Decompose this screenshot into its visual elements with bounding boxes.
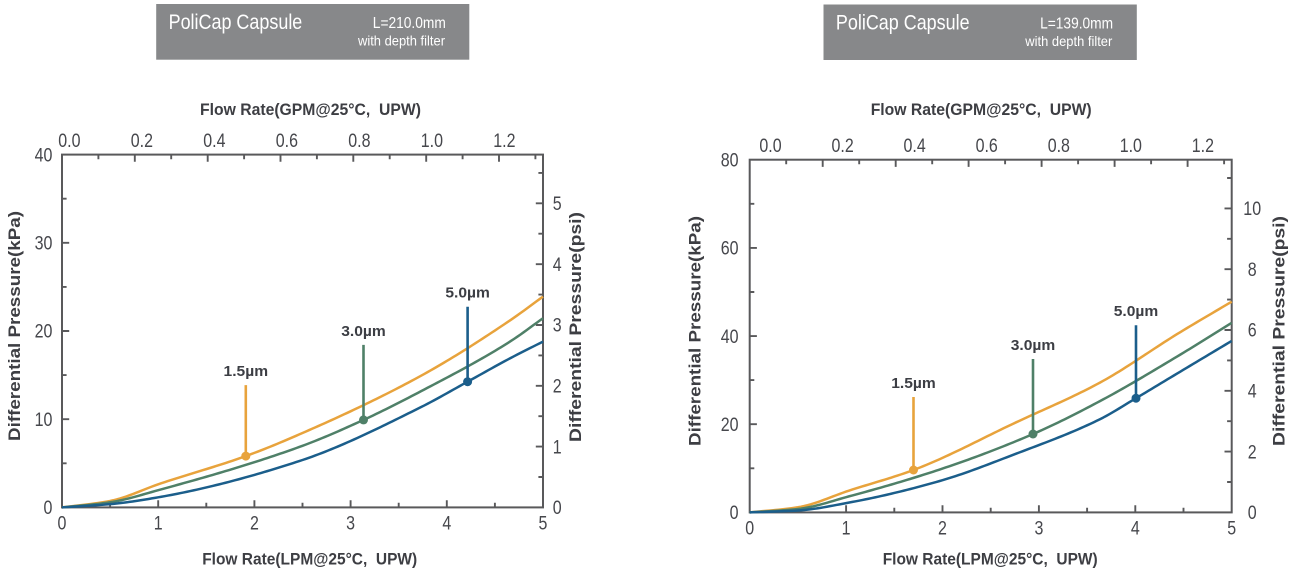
- svg-text:Differential Pressure(psi): Differential Pressure(psi): [566, 212, 585, 442]
- svg-text:0.0: 0.0: [58, 131, 80, 152]
- svg-text:3: 3: [553, 316, 562, 337]
- svg-text:1.5µm: 1.5µm: [891, 376, 936, 392]
- svg-text:Flow Rate(GPM@25°C, UPW): Flow Rate(GPM@25°C, UPW): [200, 100, 421, 119]
- svg-text:1.2: 1.2: [1192, 136, 1214, 157]
- svg-text:Flow Rate(GPM@25°C, UPW): Flow Rate(GPM@25°C, UPW): [871, 100, 1092, 119]
- svg-text:0: 0: [553, 498, 562, 519]
- svg-text:1: 1: [154, 513, 163, 534]
- svg-text:0.2: 0.2: [832, 136, 854, 157]
- svg-text:1.0: 1.0: [1120, 136, 1142, 157]
- svg-text:4: 4: [442, 513, 451, 534]
- svg-text:PoliCap Capsule: PoliCap Capsule: [169, 11, 303, 34]
- svg-text:2: 2: [250, 513, 259, 534]
- svg-text:4: 4: [1131, 518, 1140, 539]
- svg-text:0.0: 0.0: [759, 136, 781, 157]
- svg-text:80: 80: [721, 150, 739, 171]
- svg-text:0.8: 0.8: [1048, 136, 1070, 157]
- svg-text:PoliCap Capsule: PoliCap Capsule: [836, 12, 970, 35]
- svg-text:60: 60: [721, 239, 739, 260]
- svg-text:40: 40: [721, 327, 739, 348]
- svg-text:1: 1: [842, 518, 851, 539]
- svg-text:L=139.0mm: L=139.0mm: [1040, 16, 1113, 33]
- svg-text:10: 10: [1243, 199, 1261, 220]
- svg-text:0: 0: [730, 503, 739, 524]
- svg-text:5: 5: [553, 194, 562, 215]
- svg-text:0: 0: [58, 513, 67, 534]
- svg-text:0.6: 0.6: [976, 136, 998, 157]
- svg-text:Differential Pressure(kPa): Differential Pressure(kPa): [5, 211, 24, 441]
- svg-text:1.0: 1.0: [421, 131, 443, 152]
- svg-text:5: 5: [1227, 518, 1236, 539]
- svg-text:L=210.0mm: L=210.0mm: [373, 15, 446, 32]
- svg-text:0.6: 0.6: [276, 131, 298, 152]
- svg-text:0.8: 0.8: [348, 131, 370, 152]
- svg-text:3: 3: [346, 513, 355, 534]
- svg-text:Flow Rate(LPM@25°C, UPW): Flow Rate(LPM@25°C, UPW): [202, 549, 417, 568]
- svg-text:1.2: 1.2: [493, 131, 515, 152]
- svg-text:0.4: 0.4: [203, 131, 226, 152]
- svg-text:4: 4: [553, 255, 562, 276]
- svg-text:2: 2: [553, 377, 562, 398]
- svg-text:4: 4: [1248, 382, 1257, 403]
- svg-text:40: 40: [35, 145, 53, 166]
- svg-text:3: 3: [1034, 518, 1043, 539]
- svg-text:0: 0: [1248, 503, 1257, 524]
- svg-text:with depth filter: with depth filter: [1024, 34, 1112, 49]
- svg-text:2: 2: [1248, 442, 1257, 463]
- svg-text:30: 30: [35, 234, 53, 255]
- svg-text:Differential Pressure(psi): Differential Pressure(psi): [1270, 216, 1289, 446]
- svg-text:1.5µm: 1.5µm: [224, 364, 269, 380]
- svg-text:20: 20: [721, 415, 739, 436]
- svg-text:10: 10: [35, 410, 53, 431]
- svg-text:3.0µm: 3.0µm: [341, 324, 386, 340]
- svg-text:6: 6: [1248, 321, 1257, 342]
- svg-text:20: 20: [35, 322, 53, 343]
- svg-text:8: 8: [1248, 260, 1257, 281]
- svg-text:1: 1: [553, 437, 562, 458]
- svg-text:5.0µm: 5.0µm: [445, 286, 490, 302]
- svg-text:0.2: 0.2: [131, 131, 153, 152]
- svg-text:0: 0: [745, 518, 754, 539]
- svg-text:3.0µm: 3.0µm: [1011, 338, 1056, 354]
- svg-text:Differential Pressure(kPa): Differential Pressure(kPa): [685, 216, 704, 446]
- svg-text:0: 0: [44, 498, 53, 519]
- svg-text:with depth filter: with depth filter: [357, 33, 445, 48]
- svg-text:2: 2: [938, 518, 947, 539]
- svg-text:5.0µm: 5.0µm: [1114, 304, 1159, 320]
- svg-text:0.4: 0.4: [904, 136, 927, 157]
- svg-text:5: 5: [539, 513, 548, 534]
- svg-text:Flow Rate(LPM@25°C, UPW): Flow Rate(LPM@25°C, UPW): [883, 549, 1098, 568]
